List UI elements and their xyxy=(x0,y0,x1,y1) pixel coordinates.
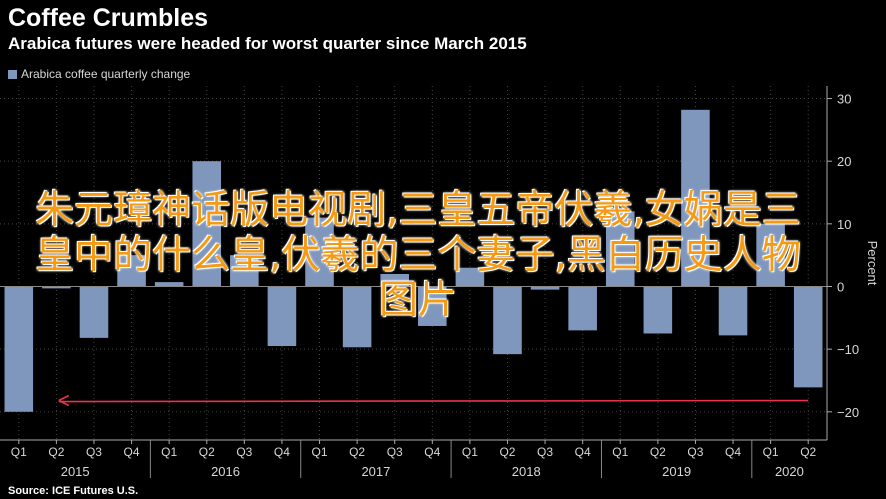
bar-2 xyxy=(79,286,109,338)
bar-6 xyxy=(230,255,259,287)
x-tick-label: Q1 xyxy=(312,445,328,459)
annotation-arrow-head xyxy=(58,394,70,407)
y-tick-label: 30 xyxy=(837,92,851,107)
legend: Arabica coffee quarterly change xyxy=(8,67,190,81)
x-tick-label: Q1 xyxy=(11,445,27,459)
x-tick-label: Q1 xyxy=(612,445,628,459)
bar-16 xyxy=(605,211,635,287)
x-tick-label: Q4 xyxy=(725,445,741,459)
x-tick-label: Q3 xyxy=(537,445,553,459)
x-tick-label: Q4 xyxy=(424,445,440,459)
y-tick-label: −10 xyxy=(837,342,859,357)
x-tick-label: Q2 xyxy=(48,445,64,459)
y-axis-title: Percent xyxy=(865,241,880,286)
year-label: 2019 xyxy=(662,464,691,479)
bar-11 xyxy=(418,286,447,326)
bar-15 xyxy=(568,286,597,331)
x-tick-label: Q2 xyxy=(499,445,515,459)
source-note: Source: ICE Futures U.S. xyxy=(8,485,139,497)
y-tick-label: 20 xyxy=(837,154,851,169)
watermark-overlay-text: 朱元璋神话版电视剧,三皇五帝伏羲,女娲是三皇中的什么皇,伏羲的三个妻子,黑白历史… xyxy=(35,188,801,323)
year-label: 2018 xyxy=(512,464,541,479)
bar-12 xyxy=(455,267,485,287)
bar-10 xyxy=(380,273,409,287)
x-tick-label: Q3 xyxy=(387,445,403,459)
legend-swatch xyxy=(8,69,17,79)
x-tick-label: Q1 xyxy=(161,445,177,459)
year-label: 2017 xyxy=(361,464,390,479)
x-tick-label: Q1 xyxy=(763,445,779,459)
bar-9 xyxy=(342,286,372,348)
y-tick-label: 0 xyxy=(837,279,844,294)
chart-title: Coffee Crumbles xyxy=(8,4,209,32)
x-tick-label: Q2 xyxy=(800,445,816,459)
bar-18 xyxy=(681,109,710,287)
x-tick-label: Q4 xyxy=(274,445,290,459)
x-tick-label: Q3 xyxy=(86,445,102,459)
bar-13 xyxy=(493,286,522,355)
bar-14 xyxy=(530,286,560,290)
bar-8 xyxy=(305,217,334,287)
year-label: 2015 xyxy=(61,464,90,479)
year-label: 2020 xyxy=(775,464,804,479)
bar-1 xyxy=(42,286,71,289)
chart-subtitle: Arabica futures were headed for worst qu… xyxy=(8,34,527,53)
bar-20 xyxy=(756,223,785,287)
x-tick-label: Q2 xyxy=(650,445,666,459)
bar-4 xyxy=(154,282,184,287)
x-tick-label: Q1 xyxy=(462,445,478,459)
annotation-arrow-line xyxy=(58,399,809,403)
x-tick-label: Q3 xyxy=(687,445,703,459)
bar-3 xyxy=(117,255,146,287)
bar-7 xyxy=(267,286,297,347)
bar-19 xyxy=(718,286,748,336)
x-tick-label: Q2 xyxy=(349,445,365,459)
y-tick-label: −20 xyxy=(837,405,859,420)
bar-17 xyxy=(643,286,673,334)
bar-5 xyxy=(192,161,222,287)
x-tick-label: Q3 xyxy=(236,445,252,459)
x-tick-label: Q2 xyxy=(199,445,215,459)
legend-label: Arabica coffee quarterly change xyxy=(21,67,191,81)
bar-21 xyxy=(793,286,823,388)
year-label: 2016 xyxy=(211,464,240,479)
x-tick-label: Q4 xyxy=(124,445,140,459)
x-tick-label: Q4 xyxy=(575,445,591,459)
y-tick-label: 10 xyxy=(837,217,851,232)
bar-0 xyxy=(4,286,34,412)
